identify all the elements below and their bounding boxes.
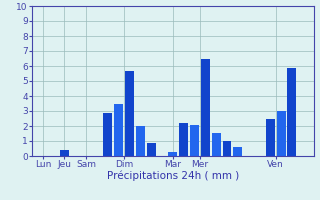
Bar	[125, 71, 134, 156]
Bar	[103, 112, 112, 156]
Bar	[266, 118, 275, 156]
Bar	[201, 58, 210, 156]
Bar	[114, 104, 123, 156]
Bar	[212, 133, 220, 156]
Bar	[136, 126, 145, 156]
Bar	[60, 150, 69, 156]
Bar	[179, 123, 188, 156]
Bar	[287, 68, 296, 156]
X-axis label: Précipitations 24h ( mm ): Précipitations 24h ( mm )	[107, 171, 239, 181]
Bar	[233, 147, 242, 156]
Bar	[190, 124, 199, 156]
Bar	[147, 142, 156, 156]
Bar	[168, 152, 177, 156]
Bar	[277, 111, 285, 156]
Bar	[222, 141, 231, 156]
